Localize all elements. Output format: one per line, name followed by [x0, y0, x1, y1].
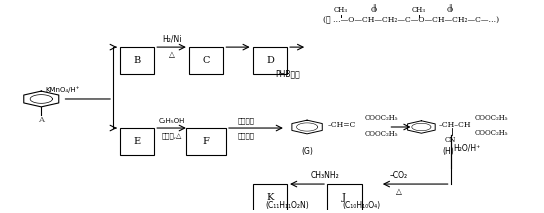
- Text: (含 …—O—CH—CH₂—C—O—CH—CH₂—C—…): (含 …—O—CH—CH₂—C—O—CH—CH₂—C—…): [323, 16, 499, 24]
- Text: C₂H₅OH: C₂H₅OH: [158, 118, 185, 124]
- Text: K: K: [266, 193, 274, 202]
- FancyBboxPatch shape: [186, 128, 226, 155]
- Text: 一定条件: 一定条件: [237, 132, 255, 139]
- Text: J: J: [342, 193, 347, 202]
- Text: O: O: [370, 6, 376, 14]
- Text: C: C: [202, 56, 210, 65]
- Text: ‖: ‖: [448, 3, 451, 11]
- Text: D: D: [266, 56, 274, 65]
- Text: –CH–CH: –CH–CH: [439, 121, 472, 129]
- Text: –CO₂: –CO₂: [390, 171, 408, 180]
- Text: A: A: [38, 116, 44, 124]
- Text: F: F: [202, 137, 209, 146]
- Text: H₂/Ni: H₂/Ni: [162, 35, 181, 44]
- Text: CN: CN: [445, 136, 456, 144]
- FancyBboxPatch shape: [120, 128, 154, 155]
- Text: 浓硫酸,△: 浓硫酸,△: [162, 132, 182, 139]
- FancyBboxPatch shape: [252, 47, 287, 74]
- Text: (G): (G): [301, 147, 313, 156]
- Text: COOC₂H₅: COOC₂H₅: [474, 129, 508, 137]
- FancyBboxPatch shape: [189, 47, 224, 74]
- Text: (H): (H): [442, 147, 454, 156]
- FancyBboxPatch shape: [120, 47, 154, 74]
- Text: △: △: [169, 50, 175, 59]
- Text: 有机物甲: 有机物甲: [237, 117, 255, 124]
- Text: PHB树脂: PHB树脂: [275, 69, 300, 78]
- Text: (C₁₀H₁₀O₄): (C₁₀H₁₀O₄): [343, 201, 381, 210]
- FancyBboxPatch shape: [327, 184, 362, 211]
- FancyBboxPatch shape: [252, 184, 287, 211]
- Text: COOC₂H₅: COOC₂H₅: [474, 114, 508, 122]
- Text: B: B: [133, 56, 140, 65]
- Text: O: O: [447, 6, 453, 14]
- Text: COOC₂H₅: COOC₂H₅: [364, 114, 398, 122]
- Text: CH₃NH₂: CH₃NH₂: [310, 171, 339, 180]
- Text: CH₃: CH₃: [333, 6, 348, 14]
- Text: △: △: [396, 187, 402, 196]
- Text: E: E: [133, 137, 140, 146]
- Text: ‖: ‖: [372, 3, 375, 11]
- Text: COOC₂H₅: COOC₂H₅: [364, 130, 398, 138]
- Text: –CH=C: –CH=C: [327, 121, 356, 129]
- Text: H₂O/H⁺: H₂O/H⁺: [453, 143, 480, 152]
- Text: (C₁₁H₁₁O₂N): (C₁₁H₁₁O₂N): [265, 201, 310, 210]
- Text: CH₃: CH₃: [412, 6, 426, 14]
- Text: KMnO₄/H⁺: KMnO₄/H⁺: [45, 86, 80, 93]
